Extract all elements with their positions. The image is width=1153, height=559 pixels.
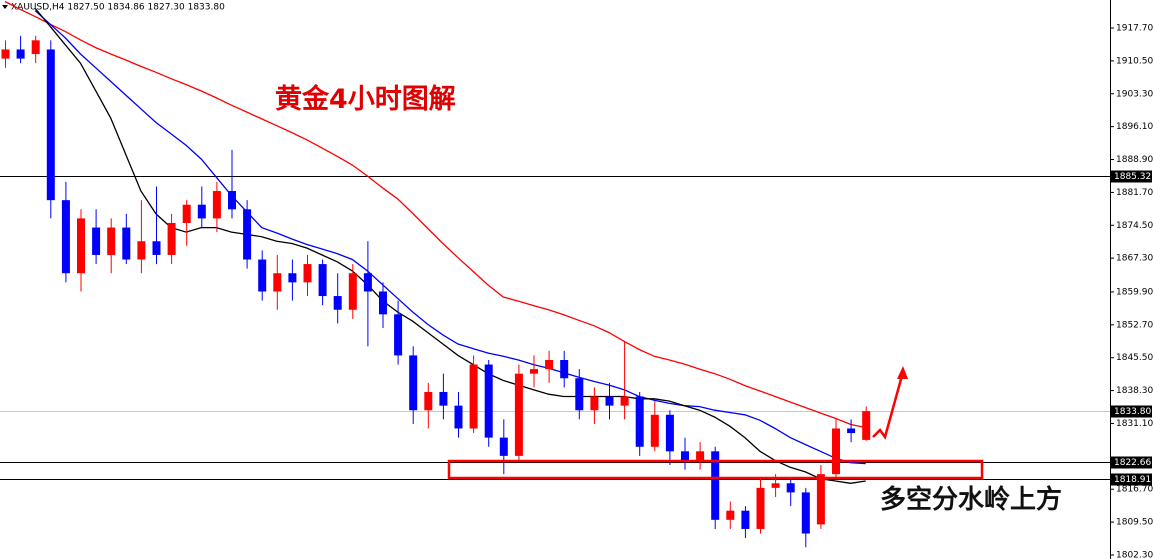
y-tick-label: 1896.10 (1116, 122, 1153, 132)
price-label-box (1111, 473, 1152, 486)
candle-body (288, 273, 297, 283)
candle-body (318, 264, 327, 297)
candle-body (801, 492, 810, 534)
candle-body (454, 405, 463, 429)
candle-body (862, 411, 871, 440)
moving-average (4, 0, 866, 429)
price-label: 1885.32 (1114, 172, 1151, 182)
candle-body (243, 209, 252, 260)
candle-body (167, 222, 176, 255)
y-tick-label: 1809.50 (1116, 518, 1153, 528)
moving-average (34, 10, 866, 465)
candle-body (348, 273, 357, 310)
candle-body (333, 296, 342, 310)
candle-body (182, 204, 191, 223)
candle-body (122, 227, 131, 260)
price-label-box (1111, 405, 1152, 418)
y-tick-label: 1816.70 (1116, 485, 1153, 495)
candle-body (303, 264, 312, 283)
candle-body (379, 291, 387, 315)
candle-body (16, 49, 25, 59)
y-tick-label: 1845.50 (1116, 353, 1153, 363)
price-label: 1833.80 (1114, 407, 1151, 417)
arrow (872, 371, 905, 440)
candle-body (681, 451, 689, 461)
chart-header: XAUUSD,H4 1827.50 1834.86 1827.30 1833.8… (11, 3, 225, 13)
y-tick-label: 1888.90 (1116, 155, 1153, 165)
candle-body (61, 200, 70, 274)
candle-body (363, 273, 372, 292)
y-tick-label: 1867.30 (1116, 254, 1153, 264)
candle-body (620, 396, 629, 406)
annotation: 黄金4小时图解 (275, 83, 456, 115)
menu-triangle (2, 5, 8, 9)
y-tick-label: 1881.70 (1116, 188, 1153, 198)
candle-body (605, 396, 614, 406)
arrow-head (897, 366, 908, 379)
candle-body (258, 259, 267, 292)
candle-body (439, 391, 448, 406)
candle-body (665, 414, 674, 452)
candle-body (92, 227, 101, 255)
candle-body (1, 49, 10, 59)
candle-body (228, 191, 236, 210)
candle-body (394, 314, 403, 356)
candle-body (545, 359, 554, 370)
candle-body (137, 241, 146, 260)
price-label-box (1111, 456, 1152, 469)
candle-body (816, 474, 825, 525)
candle-body (152, 241, 161, 255)
candle-body (771, 483, 780, 488)
candle-body (560, 359, 569, 379)
candle-body (786, 483, 795, 493)
y-tick-label: 1831.10 (1116, 419, 1153, 429)
price-label: 1822.66 (1114, 458, 1151, 468)
candle-body (31, 40, 40, 55)
candle-body (469, 364, 478, 429)
y-tick-label: 1802.30 (1116, 550, 1153, 559)
candle-body (650, 414, 659, 447)
candle-body (847, 428, 856, 434)
y-tick-label: 1874.50 (1116, 221, 1153, 231)
candle-body (484, 364, 493, 438)
candle-body (77, 218, 85, 274)
candle-body (635, 396, 644, 447)
y-tick-label: 1917.70 (1116, 23, 1153, 33)
y-tick-label: 1910.50 (1116, 56, 1153, 66)
candle-body (212, 191, 221, 219)
price-label-box (1111, 170, 1152, 183)
candle-body (273, 273, 282, 292)
annotation: 多空分水岭上方 (880, 484, 1062, 515)
candle-body (726, 510, 735, 520)
y-tick-label: 1859.90 (1116, 287, 1153, 297)
candle-body (575, 378, 584, 411)
candle-body (409, 355, 418, 411)
candle-body (197, 204, 206, 219)
candle-body (711, 451, 720, 520)
y-tick-label: 1852.70 (1116, 320, 1153, 330)
candle-body (514, 373, 523, 456)
y-tick-label: 1838.30 (1116, 386, 1153, 396)
candle-body (530, 369, 538, 374)
candle-body (756, 487, 765, 529)
candle-body (590, 396, 599, 411)
zone-box (447, 459, 984, 480)
candle-body (741, 510, 750, 529)
candle-body (424, 391, 433, 411)
candle-body (832, 428, 840, 475)
candle-body (46, 49, 55, 201)
candle-body (499, 437, 508, 456)
y-tick-label: 1903.30 (1116, 89, 1153, 99)
price-label: 1818.91 (1114, 475, 1151, 485)
candle-body (696, 451, 705, 461)
candle-body (107, 227, 116, 255)
